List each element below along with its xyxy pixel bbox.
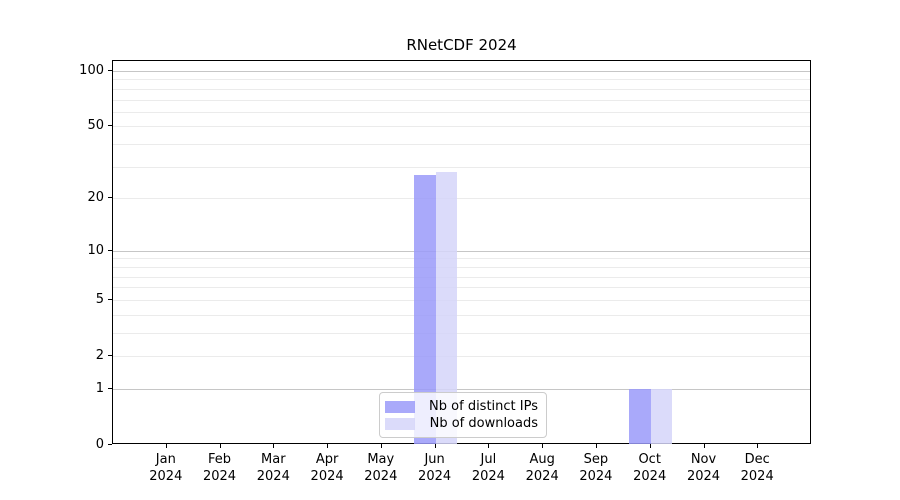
- y-tick-label-50: 50: [87, 118, 104, 134]
- x-tick-label-apr: Apr 2024: [297, 451, 357, 485]
- x-tick-month: May: [367, 452, 395, 467]
- gridline-10: [113, 250, 810, 252]
- x-tick-mark-may: [380, 444, 382, 448]
- x-tick-year: 2024: [364, 469, 398, 484]
- y-tick-label-0: 0: [95, 437, 104, 452]
- x-tick-year: 2024: [740, 469, 774, 484]
- gridline-7: [113, 276, 810, 278]
- x-tick-month: Sep: [583, 452, 609, 467]
- x-tick-label-jan: Jan 2024: [136, 451, 196, 485]
- x-tick-mark-jul: [488, 444, 490, 448]
- gridline-3: [113, 332, 810, 334]
- x-tick-label-aug: Aug 2024: [512, 451, 572, 485]
- x-tick-label-jun: Jun 2024: [405, 451, 465, 485]
- gridline-60: [113, 111, 810, 113]
- gridline-70: [113, 99, 810, 101]
- y-tick-label-2: 2: [95, 348, 104, 363]
- legend-item-downloads: Nb of downloads: [385, 415, 538, 432]
- gridline-2: [113, 356, 810, 357]
- x-tick-label-may: May 2024: [351, 451, 411, 485]
- gridline-90: [113, 79, 810, 81]
- gridline-5: [113, 299, 810, 301]
- gridline-30: [113, 166, 810, 168]
- x-tick-label-mar: Mar 2024: [243, 451, 303, 485]
- gridline-1: [113, 388, 810, 390]
- x-tick-mark-jan: [165, 444, 167, 448]
- x-tick-month: Aug: [529, 452, 555, 467]
- x-tick-year: 2024: [471, 469, 505, 484]
- x-tick-mark-aug: [542, 444, 544, 448]
- x-tick-label-feb: Feb 2024: [190, 451, 250, 485]
- gridline-80: [113, 88, 810, 90]
- x-tick-mark-sep: [595, 444, 597, 448]
- legend-swatch-downloads: [385, 417, 415, 430]
- legend-item-distinct-ips: Nb of distinct IPs: [385, 398, 538, 415]
- y-tick-mark-1: [108, 387, 112, 389]
- gridline-50: [113, 126, 810, 128]
- x-tick-label-dec: Dec 2024: [727, 451, 787, 485]
- gridline-40: [113, 144, 810, 146]
- legend-swatch-distinct-ips: [385, 400, 415, 413]
- x-tick-label-jul: Jul 2024: [458, 451, 518, 485]
- x-tick-year: 2024: [579, 469, 613, 484]
- x-tick-mark-nov: [703, 444, 705, 448]
- x-tick-mark-apr: [327, 444, 329, 448]
- y-tick-mark-50: [108, 125, 112, 127]
- x-tick-year: 2024: [418, 469, 452, 484]
- gridline-20: [113, 198, 810, 200]
- x-tick-month: Nov: [690, 452, 717, 467]
- gridline-100: [113, 71, 810, 72]
- x-tick-mark-jun: [434, 444, 436, 448]
- bar-jun-0: [414, 175, 436, 444]
- y-tick-label-100: 100: [79, 63, 104, 78]
- plot-area: Nb of distinct IPs Nb of downloads: [112, 60, 811, 444]
- legend: Nb of distinct IPs Nb of downloads: [379, 392, 547, 438]
- gridline-8: [113, 266, 810, 268]
- y-tick-mark-100: [108, 70, 112, 71]
- x-tick-year: 2024: [256, 469, 290, 484]
- x-tick-month: Jun: [424, 452, 445, 467]
- x-tick-month: Mar: [261, 452, 286, 467]
- x-tick-label-nov: Nov 2024: [674, 451, 734, 485]
- y-tick-label-20: 20: [87, 190, 104, 206]
- gridline-9: [113, 258, 810, 260]
- gridline-4: [113, 314, 810, 316]
- x-tick-year: 2024: [633, 469, 667, 484]
- x-tick-mark-dec: [757, 444, 759, 448]
- bar-jun-1: [435, 172, 458, 444]
- x-tick-month: Dec: [744, 452, 770, 467]
- x-tick-mark-mar: [273, 444, 275, 448]
- y-tick-mark-5: [108, 298, 112, 300]
- x-tick-month: Jan: [155, 452, 176, 467]
- x-tick-month: Jul: [480, 452, 497, 467]
- legend-label-distinct-ips: Nb of distinct IPs: [429, 399, 538, 414]
- x-tick-month: Apr: [315, 452, 339, 467]
- x-tick-year: 2024: [525, 469, 559, 484]
- x-tick-mark-oct: [649, 444, 651, 448]
- x-tick-mark-feb: [219, 444, 221, 448]
- x-tick-label-oct: Oct 2024: [620, 451, 680, 485]
- y-tick-mark-0: [108, 444, 112, 445]
- x-tick-month: Feb: [207, 452, 232, 467]
- gridline-6: [113, 287, 810, 289]
- y-tick-label-1: 1: [95, 380, 104, 396]
- x-tick-label-sep: Sep 2024: [566, 451, 626, 485]
- bar-oct-1: [650, 388, 673, 444]
- bar-oct-0: [629, 388, 651, 444]
- y-tick-label-5: 5: [95, 291, 104, 307]
- y-tick-mark-20: [108, 197, 112, 199]
- legend-label-downloads: Nb of downloads: [429, 416, 538, 431]
- x-tick-year: 2024: [686, 469, 721, 484]
- chart-title: RNetCDF 2024: [406, 36, 517, 54]
- y-tick-label-10: 10: [87, 242, 104, 258]
- y-tick-mark-10: [108, 249, 112, 251]
- y-tick-mark-2: [108, 355, 112, 356]
- x-tick-year: 2024: [202, 469, 237, 484]
- x-tick-year: 2024: [310, 469, 344, 484]
- x-tick-year: 2024: [149, 469, 183, 484]
- x-tick-month: Oct: [638, 452, 661, 467]
